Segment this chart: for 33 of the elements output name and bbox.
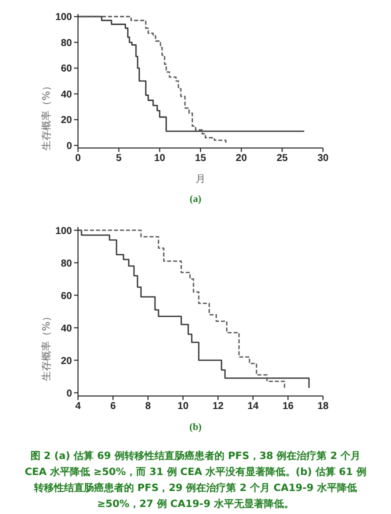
- x-tick-label: 15: [194, 153, 206, 164]
- x-tick-label: 16: [282, 401, 294, 412]
- x-tick-label: 30: [317, 153, 329, 164]
- y-tick-label: 60: [60, 64, 72, 75]
- x-tick-label: 20: [236, 153, 248, 164]
- x-tick-label: 10: [177, 401, 189, 412]
- x-tick-label: 6: [110, 401, 116, 412]
- x-tick-label: 25: [276, 153, 288, 164]
- x-tick-label: 5: [116, 153, 122, 164]
- y-tick-label: 80: [60, 38, 72, 49]
- x-tick-label: 18: [317, 401, 329, 412]
- y-tick-label: 80: [60, 258, 72, 270]
- text: (b): [188, 422, 203, 433]
- x-tick-label: 14: [247, 401, 259, 412]
- y-tick-label: 20: [60, 115, 72, 126]
- y-tick-label: 0: [66, 140, 72, 152]
- y-tick-label: 0: [66, 388, 72, 400]
- y-tick-label: 40: [60, 89, 72, 100]
- y-tick-label: 100: [55, 12, 72, 24]
- y-tick-label: 60: [60, 290, 72, 302]
- y-tick-label: 40: [60, 323, 72, 334]
- x-tick-label: 4: [75, 401, 82, 412]
- x-tick-label: 10: [154, 153, 166, 164]
- y-axis-title: 生存概率（%）: [40, 312, 53, 382]
- x-tick-label: 0: [75, 153, 82, 164]
- y-tick-label: 100: [55, 226, 72, 237]
- caption: 图 2 (a) 估算 69 例转移性结直肠癌患者的 PFS，38 例在治疗第 2 个月 CEA 水平降低 ≥50%，而 31 例 CEA 水平没有显著降低。(b) 估算 61 例转移性结直肠癌患者的 PFS，29 例在治疗第 2 个月 CA19-9 水平降低 ≥50%，27 例 CA19-9 水平无显著降低。: [24, 449, 368, 512]
- y-tick-label: 20: [60, 356, 72, 367]
- x-tick-label: 12: [212, 401, 224, 412]
- y-axis-title: 生存概率（%）: [40, 81, 53, 151]
- text: (a): [188, 194, 202, 205]
- x-tick-label: 8: [145, 401, 152, 412]
- x-axis-title: 月: [196, 174, 206, 185]
